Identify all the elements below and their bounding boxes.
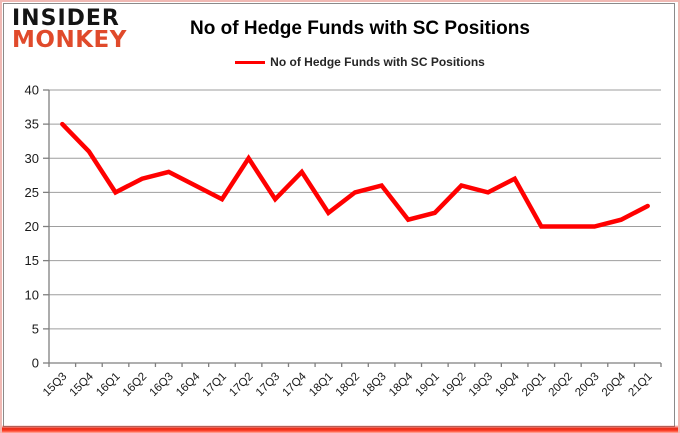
- x-axis-label: 17Q1: [201, 371, 229, 399]
- x-axis-label: 15Q4: [68, 370, 97, 399]
- insider-monkey-logo: INSIDER MONKEY: [12, 6, 127, 53]
- y-axis-label: 25: [25, 185, 39, 200]
- x-axis-label: 16Q3: [147, 371, 175, 399]
- legend-label: No of Hedge Funds with SC Positions: [270, 55, 485, 69]
- x-axis-label: 16Q2: [121, 371, 149, 399]
- series-line: [60, 121, 650, 229]
- x-axis-label: 21Q1: [626, 371, 654, 399]
- y-gridlines: [49, 89, 661, 330]
- x-axis-label: 19Q2: [440, 371, 468, 399]
- y-axis-label: 40: [25, 83, 39, 98]
- x-axis-labels: 15Q315Q416Q116Q216Q316Q417Q117Q217Q317Q4…: [41, 370, 655, 399]
- y-axis-label: 0: [32, 356, 39, 371]
- x-axis-label: 17Q4: [281, 370, 310, 399]
- y-axis-label: 20: [25, 219, 39, 234]
- y-axis-label: 15: [25, 253, 39, 268]
- x-axis-label: 15Q3: [41, 371, 69, 399]
- y-axis-label: 5: [32, 321, 39, 336]
- x-axis-label: 19Q3: [467, 371, 495, 399]
- x-axis-label: 16Q4: [174, 370, 203, 399]
- x-axis-label: 20Q3: [573, 371, 601, 399]
- legend: No of Hedge Funds with SC Positions: [62, 55, 658, 69]
- x-axis-label: 18Q1: [307, 371, 335, 399]
- x-axis-label: 17Q3: [254, 371, 282, 399]
- chart-title: No of Hedge Funds with SC Positions: [190, 18, 530, 39]
- x-axis-label: 20Q1: [520, 371, 548, 399]
- y-axis-label: 30: [25, 151, 39, 166]
- x-axis-label: 18Q2: [334, 371, 362, 399]
- x-axis-label: 19Q4: [493, 370, 522, 399]
- x-axis-label: 17Q2: [227, 371, 255, 399]
- x-axis-label: 18Q3: [360, 371, 388, 399]
- y-axis-label: 10: [25, 287, 39, 302]
- logo-word-insider: INSIDER: [12, 6, 120, 31]
- x-axis-label: 18Q4: [387, 370, 416, 399]
- x-axis-label: 20Q2: [547, 371, 575, 399]
- axes: [43, 89, 662, 367]
- logo-word-monkey: MONKEY: [12, 26, 127, 53]
- legend-line-icon: [235, 60, 266, 64]
- bottom-accent-bar: [2, 425, 678, 433]
- x-axis-label: 16Q1: [94, 371, 122, 399]
- y-axis-labels: 0 5 10 15 20 25 30 35 40: [25, 83, 39, 371]
- x-axis-label: 20Q4: [600, 370, 629, 399]
- x-axis-label: 19Q1: [414, 371, 442, 399]
- y-axis-label: 35: [25, 117, 39, 132]
